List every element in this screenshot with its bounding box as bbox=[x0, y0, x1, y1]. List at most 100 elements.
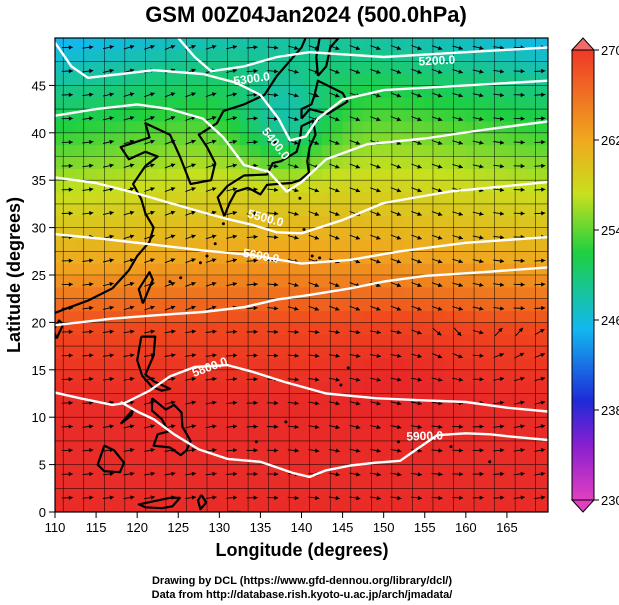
heat-cell bbox=[476, 120, 487, 134]
heat-cell bbox=[147, 203, 159, 217]
heat-cell bbox=[496, 452, 508, 466]
wind-arrowhead bbox=[171, 447, 176, 453]
contour-line bbox=[55, 103, 548, 193]
heat-cell bbox=[116, 393, 128, 406]
heat-cell bbox=[496, 251, 508, 264]
heat-cell bbox=[291, 476, 303, 489]
heat-cell bbox=[414, 369, 426, 383]
heat-cell bbox=[209, 120, 220, 134]
heat-cell bbox=[486, 156, 498, 169]
heat-cell bbox=[270, 286, 282, 300]
heat-cell bbox=[404, 429, 416, 442]
heat-cell bbox=[291, 286, 303, 300]
wind-arrowhead bbox=[438, 472, 443, 477]
wind-arrowhead bbox=[520, 69, 525, 74]
heat-cell bbox=[178, 263, 190, 276]
wind-arrowhead bbox=[458, 140, 463, 145]
heat-cell bbox=[157, 381, 169, 395]
wind-arrowhead bbox=[376, 401, 381, 406]
heat-cell bbox=[496, 49, 508, 63]
heat-cell bbox=[55, 203, 66, 217]
wind-arrowhead bbox=[253, 45, 258, 50]
wind-arrowhead bbox=[171, 329, 176, 334]
wind-arrowhead bbox=[315, 495, 320, 501]
heat-cell bbox=[270, 464, 282, 478]
heat-cell bbox=[96, 405, 107, 418]
heat-cell bbox=[260, 286, 272, 300]
wind-arrowhead bbox=[274, 282, 279, 287]
heat-cell bbox=[496, 109, 508, 122]
heat-cell bbox=[55, 500, 66, 512]
wind-arrowhead bbox=[335, 188, 340, 193]
x-tick-label: 145 bbox=[332, 520, 354, 535]
wind-arrowhead bbox=[294, 329, 299, 335]
heat-cell bbox=[55, 464, 66, 478]
wind-arrowhead bbox=[89, 495, 94, 500]
heat-cell bbox=[55, 476, 66, 489]
heat-cell bbox=[373, 215, 385, 229]
heat-cell bbox=[373, 310, 385, 323]
heat-cell bbox=[219, 192, 231, 205]
heat-cell bbox=[363, 440, 374, 454]
heat-cell bbox=[116, 286, 128, 300]
heat-cell bbox=[96, 322, 107, 335]
heat-cell bbox=[465, 440, 477, 454]
heat-cell bbox=[342, 239, 354, 252]
heat-cell bbox=[209, 38, 220, 51]
heat-cell bbox=[167, 180, 179, 193]
heat-cell bbox=[424, 38, 436, 51]
heat-cell bbox=[465, 251, 477, 264]
y-tick-label: 45 bbox=[32, 78, 46, 93]
heat-cell bbox=[342, 334, 354, 347]
heat-cell bbox=[373, 38, 385, 51]
heat-cell bbox=[75, 203, 87, 217]
heat-cell bbox=[116, 215, 128, 229]
heat-cell bbox=[496, 417, 508, 430]
wind-arrowhead bbox=[171, 400, 176, 405]
heat-cell bbox=[342, 275, 354, 288]
heat-cell bbox=[537, 429, 548, 442]
heat-cell bbox=[260, 440, 272, 454]
heat-cell bbox=[455, 476, 467, 489]
heat-cell bbox=[537, 381, 548, 395]
heat-cell bbox=[476, 440, 487, 454]
heat-cell bbox=[96, 168, 107, 181]
heat-cell bbox=[167, 203, 179, 217]
heat-cell bbox=[404, 334, 416, 347]
heat-cell bbox=[157, 132, 169, 146]
heat-cell bbox=[147, 298, 159, 312]
heat-cell bbox=[352, 239, 364, 252]
heat-cell bbox=[311, 298, 323, 312]
wind-arrowhead bbox=[274, 163, 279, 169]
heat-cell bbox=[239, 500, 251, 512]
heat-cell bbox=[137, 203, 149, 217]
heat-cell bbox=[188, 120, 200, 134]
heat-cell bbox=[116, 298, 128, 312]
heat-cell bbox=[229, 393, 241, 406]
island-dot bbox=[221, 222, 225, 226]
heat-cell bbox=[85, 334, 97, 347]
heat-cell bbox=[96, 464, 107, 478]
heat-cell bbox=[219, 49, 231, 63]
wind-arrowhead bbox=[68, 495, 73, 500]
heat-cell bbox=[486, 298, 498, 312]
wind-arrowhead bbox=[109, 282, 114, 287]
heat-cell bbox=[291, 192, 303, 205]
wind-arrowhead bbox=[355, 259, 361, 264]
heat-cell bbox=[486, 440, 498, 454]
heat-cell bbox=[229, 168, 241, 181]
heat-cell bbox=[85, 49, 97, 63]
wind-arrowhead bbox=[129, 258, 135, 263]
heat-cell bbox=[239, 85, 251, 98]
wind-arrowhead bbox=[274, 495, 279, 500]
heat-cell bbox=[106, 369, 118, 383]
heat-cell bbox=[455, 322, 467, 335]
heat-cell bbox=[404, 85, 416, 98]
heat-cell bbox=[260, 144, 272, 158]
heat-cell bbox=[342, 85, 354, 98]
heat-cell bbox=[280, 322, 292, 335]
island-dot bbox=[168, 280, 172, 284]
heat-cell bbox=[198, 440, 210, 454]
heat-cell bbox=[352, 132, 364, 146]
heat-cell bbox=[424, 488, 436, 501]
